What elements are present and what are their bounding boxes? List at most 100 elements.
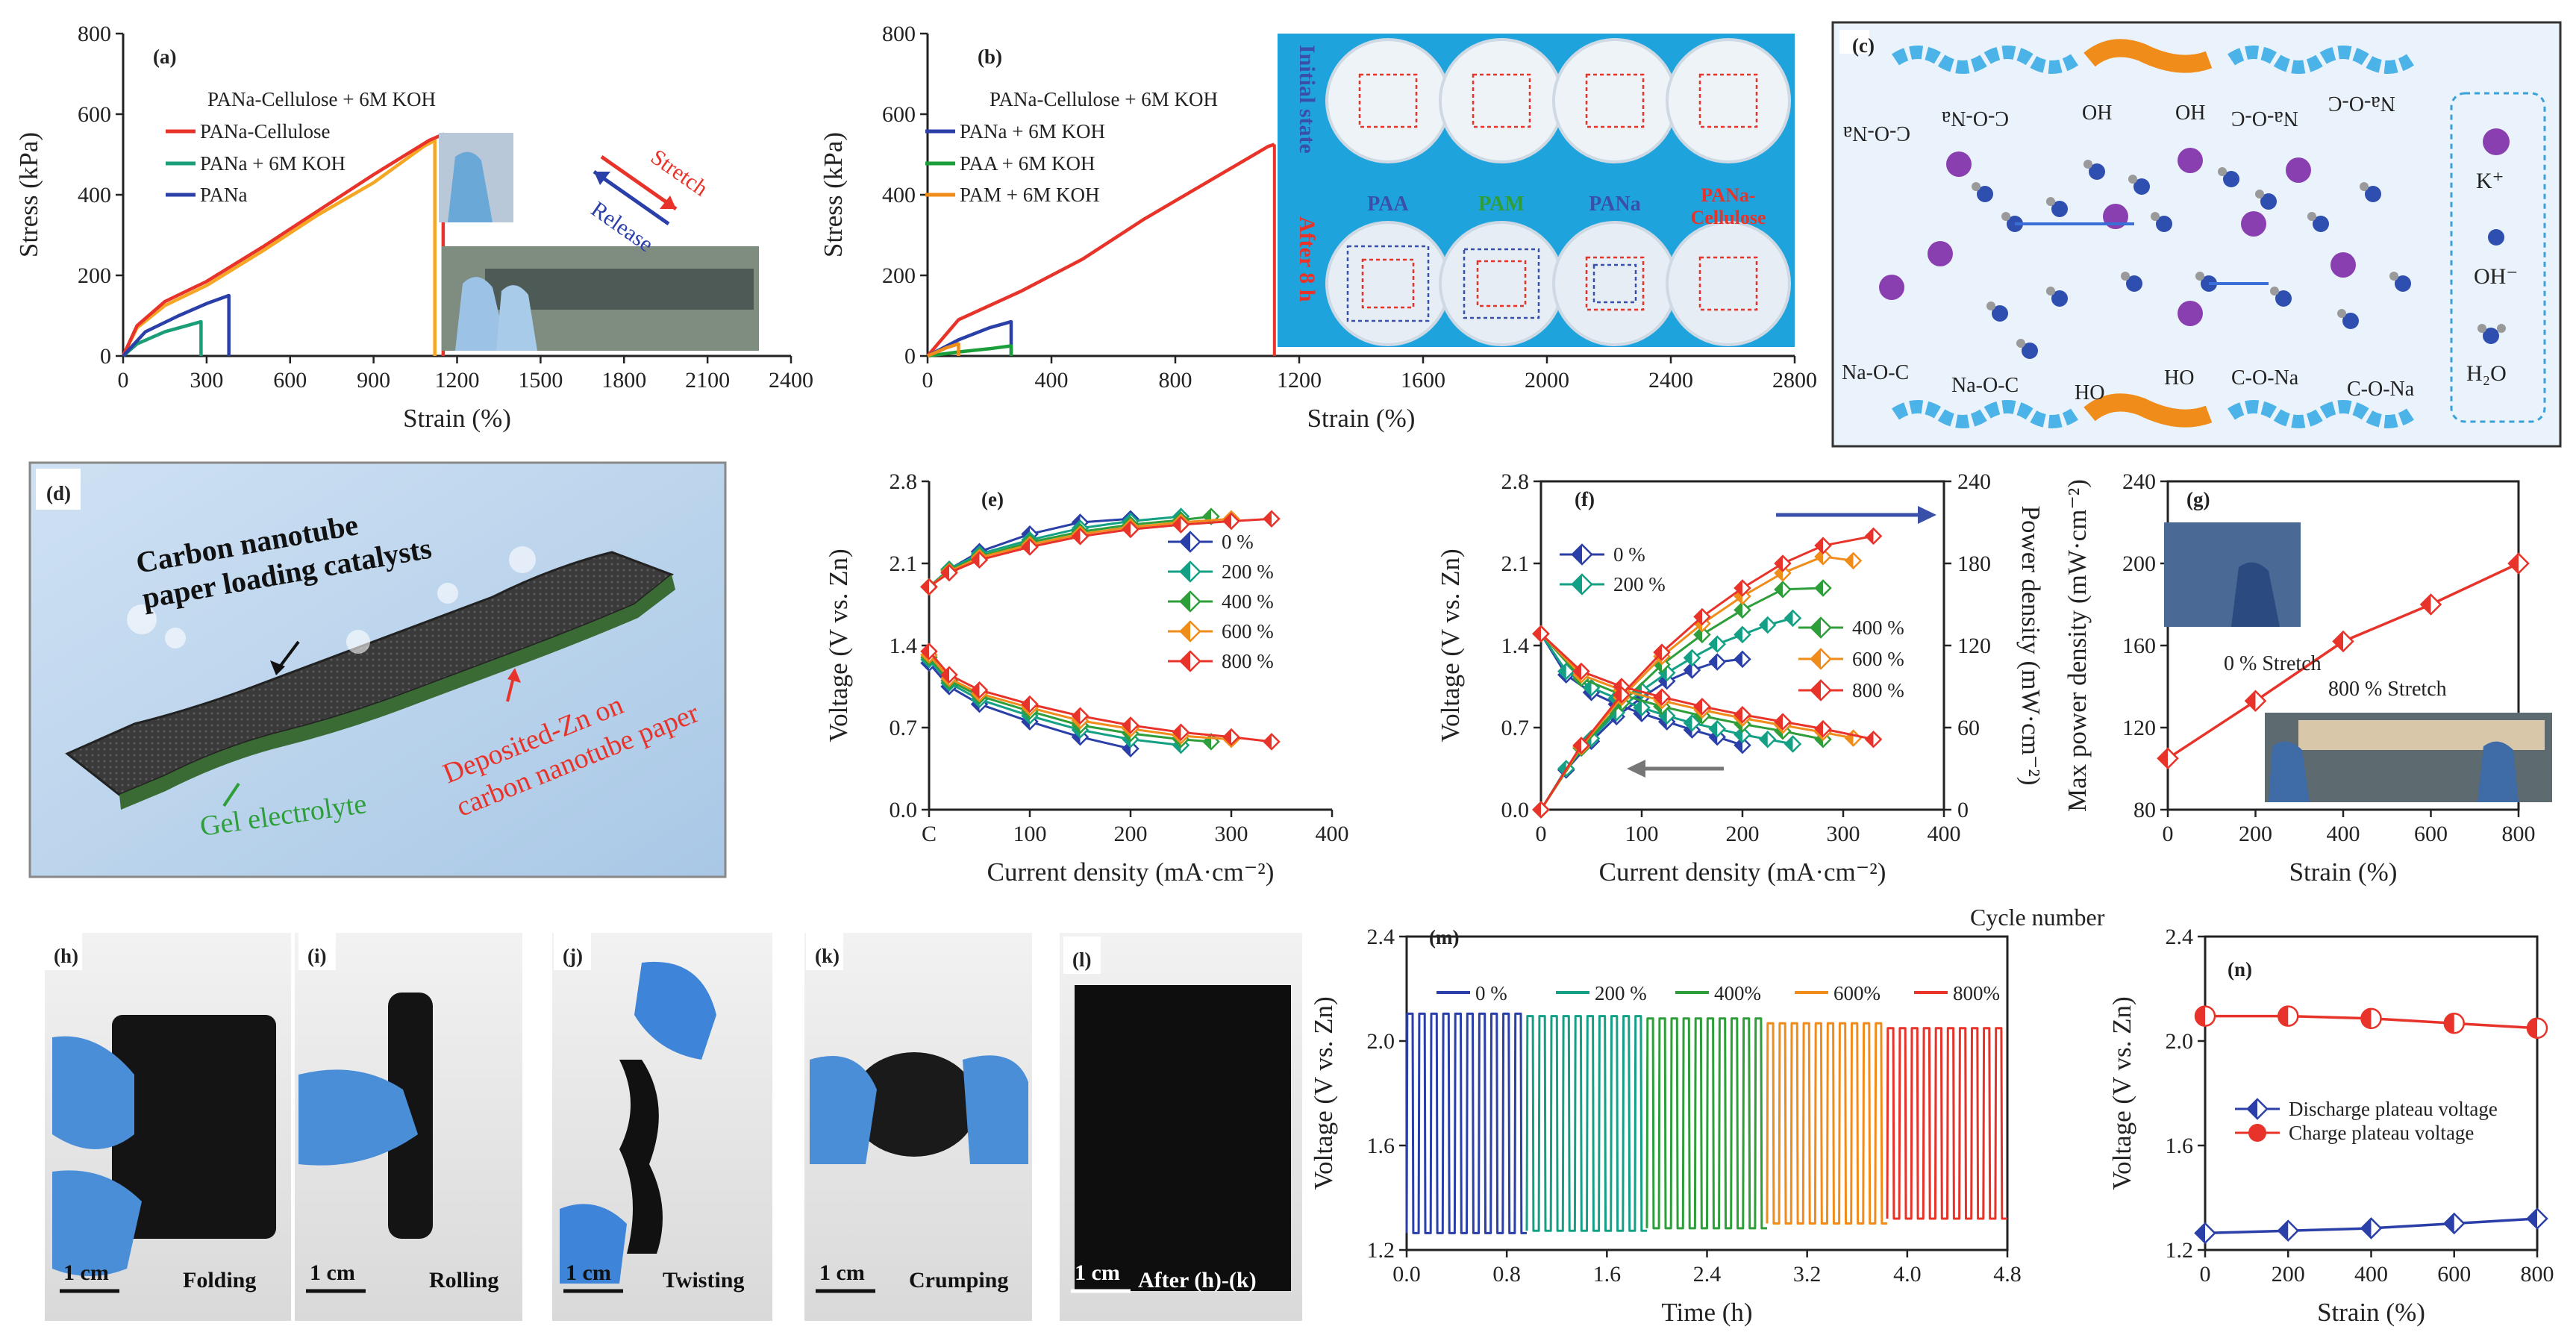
x-tick-label: 200 <box>1114 822 1148 846</box>
y-tick-label: 800 <box>882 22 916 46</box>
series-3-cycles <box>1766 1022 1887 1225</box>
series-4-discharge-pt-8 <box>1263 733 1281 751</box>
series-4-charge-pt-8-fill <box>1264 511 1272 527</box>
photo-i-scale: 1 cm <box>310 1260 355 1285</box>
series-1-voltage-pt-7 <box>1708 719 1727 738</box>
panel-f-plot-area: 0 100 200 300 400 0.0 0.7 1.4 2.1 2.8 Current dens… <box>1436 469 2045 887</box>
series-0-voltage-pt-8 <box>1734 736 1751 754</box>
gel-disk-pam-initial <box>1439 38 1564 163</box>
y2-tick-label: 240 <box>1957 469 1991 494</box>
panel-d-battery-schematic: (d) Carbon nanotubepaper loading catalys… <box>28 461 727 878</box>
series-1-power-pt-8 <box>1734 625 1751 644</box>
y-tick-label: 2.4 <box>2166 925 2194 949</box>
series-0-line <box>121 138 437 357</box>
y-tick-label: 0.7 <box>1501 716 1530 740</box>
cellulose-chain-top-left <box>1892 46 2078 74</box>
water-icon <box>2483 328 2499 344</box>
panel-e-polarization: (e) C 100 200 300 400 0.0 0.7 1.4 2.1 2.8 Current … <box>824 469 1349 887</box>
legend-e-3-text: 600 % <box>1222 620 1274 643</box>
legend-e-1-text: 200 % <box>1222 560 1274 583</box>
y-tick-label: 0 <box>100 344 111 369</box>
x-tick-label: 0 <box>118 368 129 393</box>
hydrogen-atom-13 <box>2121 272 2130 281</box>
x-tick-label: 600 <box>273 368 307 393</box>
series-0-pt-3 <box>2419 593 2442 616</box>
series-0-pt-0 <box>2194 1222 2216 1245</box>
photo-k-scale: 1 cm <box>819 1260 865 1285</box>
panel-l-label: (l) <box>1072 948 1091 971</box>
x-tick-label: 200 <box>2272 1262 2305 1287</box>
series-0-power-pt-6 <box>1683 661 1701 679</box>
legend-f-3-swatch-fill <box>1811 649 1821 669</box>
x-tick-label: 600 <box>2437 1262 2471 1287</box>
series-4-power-pt-0 <box>1532 801 1550 819</box>
release-arrow <box>593 169 670 226</box>
panel-c-label: (c) <box>1852 34 1875 57</box>
x-tick-label: 400 <box>2327 822 2360 846</box>
gel-disk-cellulose-initial <box>1666 38 1791 163</box>
series-4-discharge-pt-5 <box>1122 716 1139 734</box>
panel-a-label: (a) <box>153 46 176 68</box>
series-3-power-pt-8 <box>1844 551 1863 570</box>
legend-n-0-text: Discharge plateau voltage <box>2289 1098 2498 1120</box>
cellulose-chain-bottom-right <box>2228 400 2414 428</box>
series-1-line <box>926 319 1013 357</box>
y-tick-label: 0 <box>904 344 916 369</box>
series-4-discharge-pt-4 <box>1071 707 1090 725</box>
x-tick-label: 200 <box>2239 822 2272 846</box>
y-tick-label: 200 <box>2122 551 2156 576</box>
x-axis-title: Current density (mA·cm⁻²) <box>987 857 1275 887</box>
hydroxide-ion-6 <box>2223 171 2239 187</box>
y-tick-label: 2.8 <box>1501 469 1530 494</box>
legend-e-4-swatch-fill <box>1181 651 1190 671</box>
series-4-charge-pt-6 <box>1172 516 1190 534</box>
series-4-power-pt-7-fill <box>1816 538 1823 554</box>
series-4-voltage-pt-4-fill <box>1695 698 1702 714</box>
group-bottom-5: C-O-Na <box>2231 366 2299 390</box>
y-tick-label: 2.0 <box>2166 1029 2194 1054</box>
hydroxide-ion-4 <box>2133 178 2150 195</box>
legend-a-0-text: PANa-Cellulose + 6M KOH <box>207 88 436 110</box>
x-tick-label: 1200 <box>1277 368 1322 393</box>
legend-a-3-text: PANa <box>200 184 248 206</box>
x-axis-title: Strain (%) <box>2289 857 2398 887</box>
legend-f-4-swatch-fill <box>1811 681 1821 700</box>
x-tick-label: 300 <box>190 368 223 393</box>
photo-crumping: (k) 1 cm Crumping <box>804 933 1032 1321</box>
hydrogen-atom-14 <box>2195 272 2204 281</box>
legend-a-2-text: PANa + 6M KOH <box>200 152 346 175</box>
cellulose-chain-top-right <box>2228 46 2414 74</box>
series-2-power <box>1539 587 1824 810</box>
x-tick-label: 0 <box>1536 822 1547 846</box>
x-tick-label: 400 <box>2354 1262 2388 1287</box>
series-4-voltage-pt-1-fill <box>1574 663 1581 679</box>
legend-b-1-text: PANa + 6M KOH <box>960 120 1105 143</box>
series-0-pt-0 <box>2157 747 2179 770</box>
group-top-1: C-O-Na <box>1842 122 1910 145</box>
photo-rolling: (i) 1 cm Rolling <box>295 933 522 1321</box>
hydroxide-ion-12 <box>2051 290 2068 307</box>
x-tick-label: 2400 <box>769 368 813 393</box>
series-4-discharge-pt-2-fill <box>972 682 980 698</box>
gel-disk-paa-initial <box>1325 38 1451 163</box>
series-0-pt-3-fill <box>2421 595 2431 614</box>
series-4-voltage-pt-6 <box>1774 713 1792 731</box>
series-1-charge <box>928 515 1181 588</box>
hydrogen-atom-2 <box>2046 197 2055 206</box>
y-axis-title: Voltage (V vs. Zn) <box>2107 996 2136 1190</box>
legend-b-2-text: PAA + 6M KOH <box>960 152 1095 175</box>
series-4-discharge-pt-6 <box>1172 723 1190 742</box>
k-ion-icon <box>2483 128 2510 155</box>
series-4-power-pt-3-fill <box>1654 645 1662 660</box>
series-4-voltage-pt-3-fill <box>1654 690 1662 705</box>
series-4-discharge-pt-3-fill <box>1022 696 1030 712</box>
series-4-discharge-pt-1 <box>940 666 958 684</box>
x-tick-label: 300 <box>1827 822 1860 846</box>
series-4-charge-pt-5-fill <box>1123 522 1131 537</box>
gel-disk-pam-after <box>1439 221 1564 346</box>
stretch-arrow <box>600 154 678 211</box>
legend-f-4-swatch <box>1810 679 1832 701</box>
panel-n-plateau-voltage: (n) 0 200 400 600 800 1.2 1.6 2.0 2.4 Strain (%) V… <box>2107 925 2554 1327</box>
gel-electrolyte-layer <box>119 575 675 810</box>
